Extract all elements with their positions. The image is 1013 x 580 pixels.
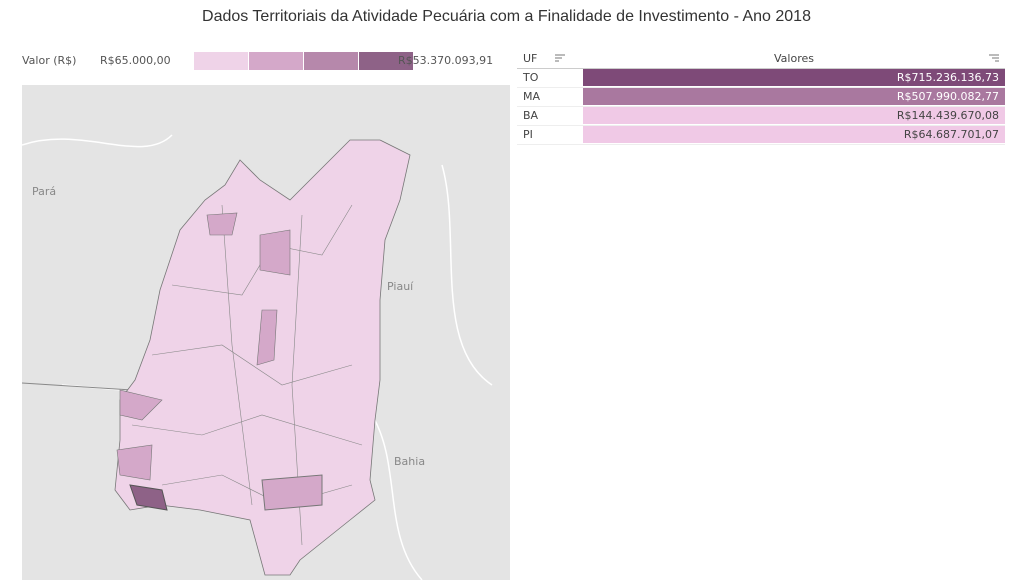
map-label: Bahia bbox=[394, 455, 425, 468]
cell-value: R$507.990.082,77 bbox=[583, 88, 1005, 105]
table: UF Valores TO R$715.236.136,73 MA R$507.990… bbox=[517, 50, 1005, 145]
legend-max: R$53.370.093,91 bbox=[398, 54, 494, 67]
sort-icon[interactable] bbox=[989, 54, 999, 63]
legend-swatch bbox=[304, 52, 358, 70]
column-header: Valores bbox=[774, 52, 814, 65]
region bbox=[116, 212, 291, 481]
legend-swatch bbox=[359, 52, 413, 70]
legend-swatch bbox=[194, 52, 248, 70]
legend-swatch bbox=[249, 52, 303, 70]
map-labels: Pará Piauí Bahia bbox=[32, 185, 425, 468]
column-header: UF bbox=[523, 52, 538, 65]
table-row: PI R$64.687.701,07 bbox=[517, 126, 1005, 145]
title: Dados Territoriais da Atividade Pecuária… bbox=[202, 8, 811, 25]
cell-value: R$64.687.701,07 bbox=[583, 126, 1005, 143]
sort-icon[interactable] bbox=[555, 54, 565, 63]
map: Pará Piauí Bahia bbox=[22, 85, 510, 580]
cell-value: R$144.439.670,08 bbox=[583, 107, 1005, 124]
cell-value: R$715.236.136,73 bbox=[583, 69, 1005, 86]
cell-uf: TO bbox=[523, 71, 539, 84]
cell-uf: PI bbox=[523, 128, 533, 141]
map-label: Piauí bbox=[387, 280, 414, 293]
region bbox=[261, 474, 323, 511]
table-row: MA R$507.990.082,77 bbox=[517, 88, 1005, 107]
cell-uf: BA bbox=[523, 109, 539, 122]
table-header: UF Valores bbox=[517, 50, 1005, 69]
region bbox=[129, 484, 168, 511]
legend-min: R$65.000,00 bbox=[100, 54, 171, 67]
map-boundary bbox=[22, 382, 133, 391]
table-row: BA R$144.439.670,08 bbox=[517, 107, 1005, 126]
map-label: Pará bbox=[32, 185, 56, 198]
cell-uf: MA bbox=[523, 90, 541, 103]
legend-label: Valor (R$) bbox=[22, 54, 77, 67]
table-row: TO R$715.236.136,73 bbox=[517, 69, 1005, 88]
